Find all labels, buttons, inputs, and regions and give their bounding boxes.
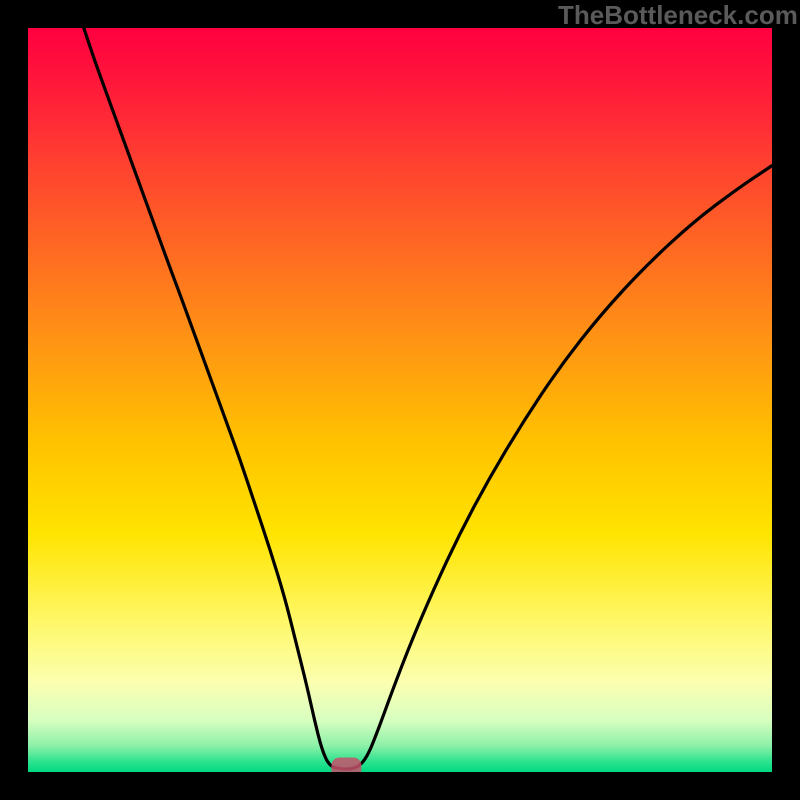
watermark-text: TheBottleneck.com	[558, 0, 798, 31]
plot-area	[28, 28, 772, 778]
chart-svg	[0, 0, 800, 800]
gradient-background	[28, 28, 772, 772]
